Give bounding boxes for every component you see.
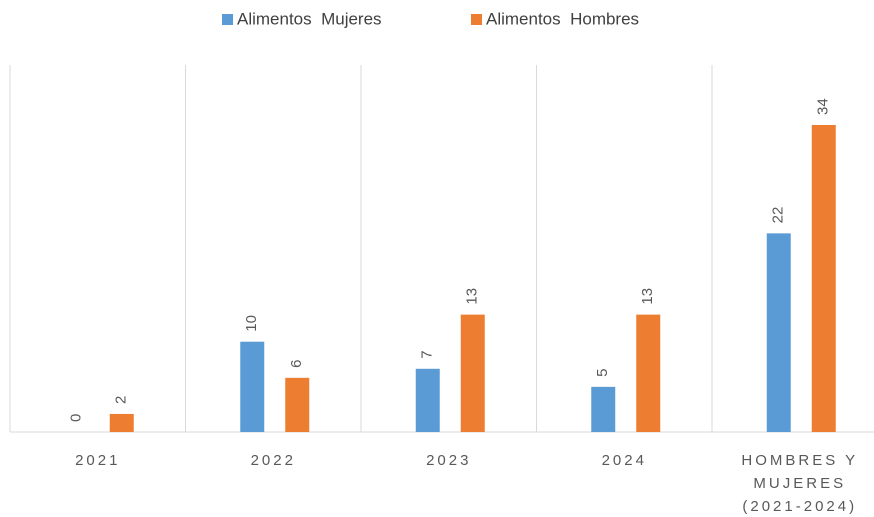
legend-label: Alimentos Hombres	[486, 9, 639, 28]
bar	[109, 413, 134, 432]
bar	[811, 125, 836, 432]
data-label: 7	[419, 350, 436, 358]
legend-swatch	[471, 14, 482, 25]
bar	[636, 314, 661, 432]
data-label: 13	[464, 288, 481, 305]
x-tick-label: 2023	[426, 452, 472, 469]
bar	[460, 314, 485, 432]
x-tick-label: HOMBRES Y MUJERES (2021-2024)	[741, 452, 859, 515]
bar	[766, 233, 791, 432]
legend-label: Alimentos Mujeres	[237, 9, 382, 28]
data-label: 10	[243, 315, 260, 332]
bar	[240, 341, 265, 432]
data-label: 6	[288, 359, 305, 367]
data-label: 34	[815, 98, 832, 115]
data-label: 13	[639, 288, 656, 305]
x-tick-label: 2024	[601, 452, 647, 469]
data-label: 0	[68, 414, 85, 422]
bar	[415, 368, 440, 432]
bar	[285, 377, 310, 432]
data-label: 2	[113, 396, 130, 404]
x-tick-label: 2021	[75, 452, 121, 469]
data-label: 22	[770, 207, 787, 224]
data-label: 5	[594, 369, 611, 377]
x-tick-label: 2022	[250, 452, 296, 469]
bar	[591, 386, 616, 432]
legend-swatch	[222, 14, 233, 25]
